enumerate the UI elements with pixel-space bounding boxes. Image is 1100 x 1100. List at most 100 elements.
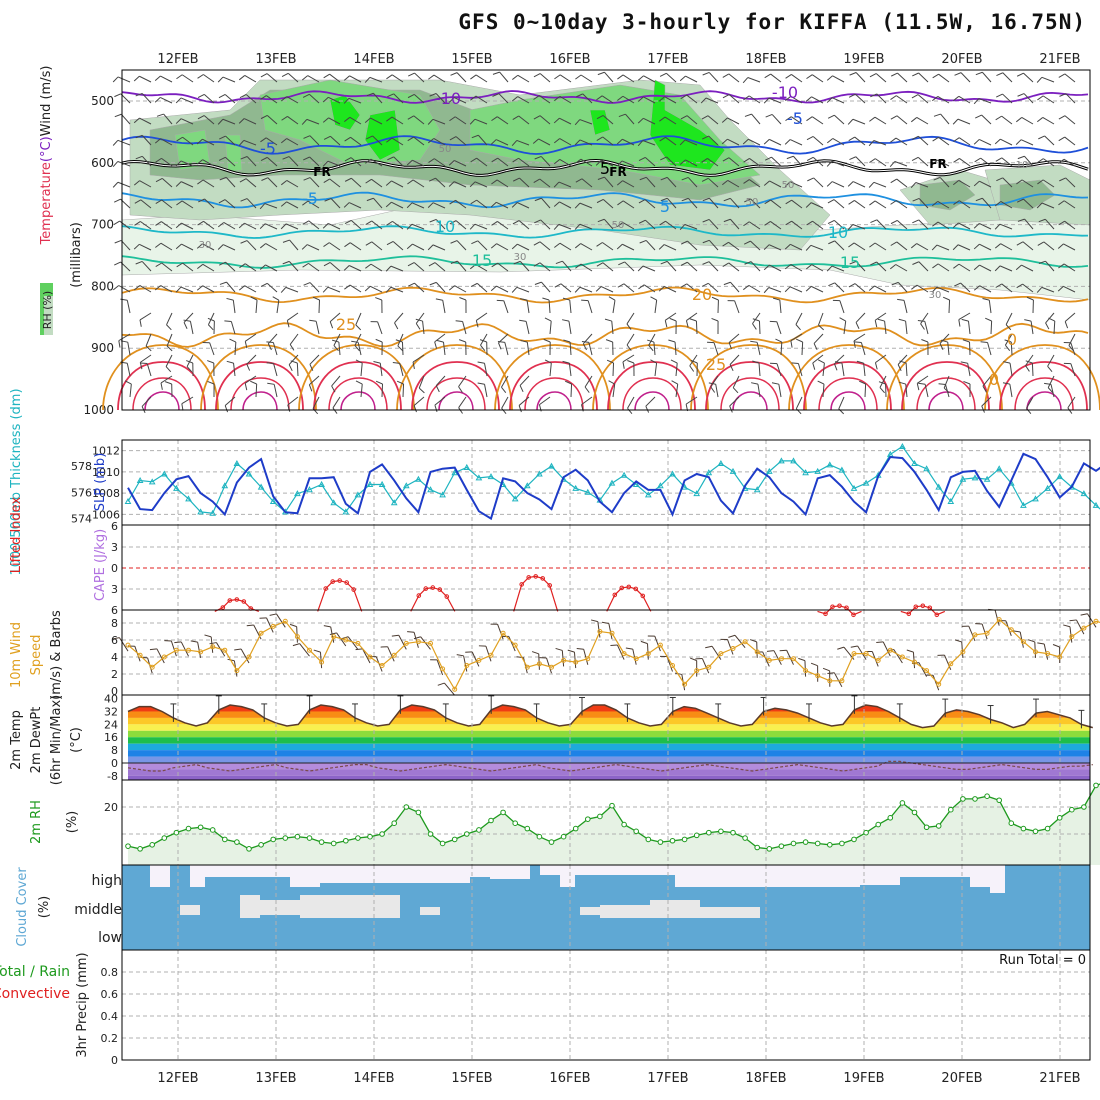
wind-barb-flag: [702, 135, 709, 140]
wind-barb-flag: [427, 138, 435, 144]
wind-barb: [391, 201, 404, 209]
wind-barb: [981, 114, 992, 125]
wind-barb: [795, 312, 803, 325]
contour-loop: [607, 361, 696, 411]
wind-barb-flag: [805, 264, 813, 270]
wind-barb: [940, 113, 950, 125]
wind-barb-flag: [645, 405, 650, 413]
wind-barb-flag: [282, 156, 290, 160]
contour-loop: [818, 377, 878, 411]
thickness-marker: [511, 495, 519, 502]
wind-barb: [1047, 375, 1055, 388]
wind-speed-marker: [464, 663, 470, 668]
wind-speed-marker: [512, 642, 518, 648]
wind-barb: [728, 333, 740, 343]
wind-barb: [285, 223, 299, 230]
wind-barb-flag: [723, 218, 731, 223]
wind-barb: [519, 375, 530, 386]
li-marker: [437, 587, 443, 592]
wind-barb: [602, 136, 614, 146]
wind-barb: [1025, 354, 1034, 366]
contour-label: 0: [1007, 330, 1017, 349]
wind-barb-flag: [576, 93, 583, 98]
wind-barb: [831, 181, 845, 188]
wind-barb: [203, 220, 215, 230]
wind-barb: [1064, 220, 1076, 230]
wind-barb-flag: [364, 285, 371, 292]
wind-barb-flag: [827, 114, 835, 119]
wind-barb-flag: [658, 286, 665, 292]
wind-barb: [1005, 312, 1013, 325]
wind-barb-flag: [323, 242, 330, 247]
wind-barb-flag: [542, 297, 550, 301]
rh-marker: [355, 835, 361, 841]
wind-barb: [496, 285, 509, 293]
wind-barb-flag: [1058, 200, 1065, 206]
rh-area-fill: [128, 784, 1100, 865]
wind-speed-marker: [1069, 634, 1075, 640]
wind-barb-flag: [828, 240, 835, 245]
wind-speed-marker: [391, 652, 397, 658]
wind-barb-flag: [874, 320, 878, 328]
wind-barb-flag: [681, 176, 689, 181]
wind-barb: [225, 156, 236, 167]
wind-barb: [224, 396, 236, 406]
wind-barb-flag: [154, 97, 161, 103]
wind-barb: [243, 139, 257, 146]
wind-barb: [246, 198, 257, 209]
wind-barb-flag: [898, 318, 906, 322]
wind-barb: [328, 117, 341, 125]
wind-barb: [415, 312, 425, 324]
wind-barb: [348, 97, 362, 104]
wind-barb: [708, 219, 719, 230]
wind-barb: [812, 220, 824, 230]
wind-barb-flag: [962, 339, 970, 343]
thickness-marker: [1092, 501, 1100, 508]
bottom-date-label: 21FEB: [1039, 1071, 1080, 1086]
wind-barb: [568, 363, 572, 377]
wind-barb: [994, 610, 1000, 626]
wind-barb: [476, 199, 488, 209]
wind-barb-flag: [849, 156, 857, 160]
wind-barb-flag: [259, 243, 267, 249]
wind-barb-flag: [429, 218, 437, 223]
wind-barb: [401, 341, 404, 356]
thickness-marker: [911, 460, 918, 467]
wind-barb-flag: [660, 156, 667, 161]
wind-barb-flag: [269, 613, 277, 616]
wind-barb: [773, 650, 782, 665]
wind-barb-flag: [932, 263, 939, 269]
wind-barb-flag: [870, 261, 877, 266]
wind-barb: [309, 135, 320, 146]
wind-barb-flag: [827, 199, 835, 204]
wind-barb-flag: [412, 361, 415, 369]
wind-speed-marker: [597, 629, 603, 634]
wind-barb-flag: [1037, 241, 1045, 246]
wind-tick-label: 4: [111, 651, 118, 664]
wind-barb: [285, 286, 299, 293]
wind-barb: [349, 265, 362, 272]
wind-barb-flag: [590, 619, 598, 623]
wind-barb: [999, 265, 1013, 272]
wind-barb-flag: [553, 117, 560, 124]
wind-barb-flag: [728, 342, 732, 350]
wind-barb: [795, 396, 803, 409]
wind-barb: [771, 156, 782, 167]
wind-barb-flag: [597, 71, 605, 76]
wind-speed-marker: [863, 651, 869, 657]
wind-barb: [480, 333, 488, 346]
wind-barb: [857, 645, 867, 660]
wind-barb-flag: [260, 114, 268, 120]
wind-barb-flag: [224, 405, 229, 413]
wind-barb: [476, 282, 488, 293]
wind-barb-flag: [437, 682, 445, 686]
wind-barb: [601, 95, 614, 104]
wind-barb: [390, 286, 404, 293]
wind-barb: [905, 362, 908, 377]
wind-speed-marker: [524, 664, 530, 670]
wind-barb-flag: [931, 95, 939, 102]
rh-marker: [391, 820, 398, 827]
wind-barb-flag: [344, 116, 351, 123]
wind-barb-flag: [805, 96, 812, 102]
